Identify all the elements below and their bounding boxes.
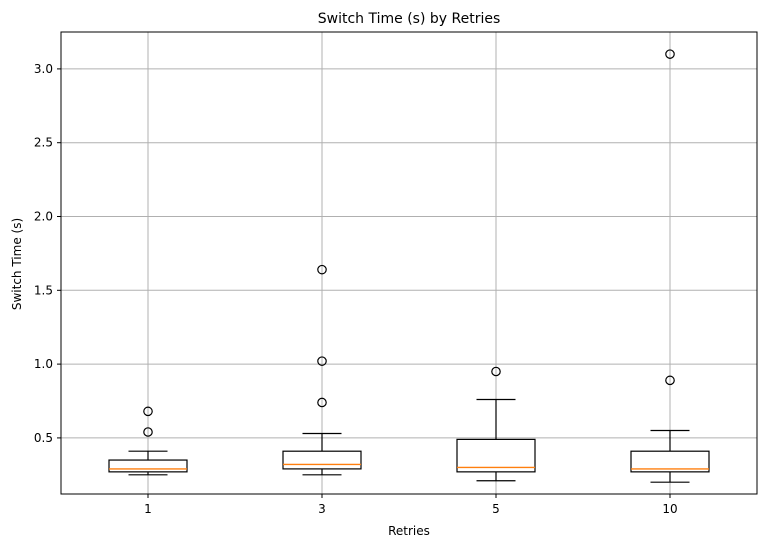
y-tick-label: 0.5 [34, 431, 53, 445]
outlier-point [143, 406, 153, 417]
y-tick-label: 3.0 [34, 62, 53, 76]
x-tick-label: 10 [662, 502, 677, 516]
box-plots [108, 49, 710, 483]
outlier-point [491, 366, 501, 377]
chart-title: Switch Time (s) by Retries [318, 11, 501, 27]
outlier-point [317, 356, 327, 366]
y-axis-label: Switch Time (s) [10, 218, 24, 310]
box-group-1 [108, 406, 188, 476]
x-tick-label: 1 [144, 502, 152, 516]
box-group-5 [456, 366, 536, 482]
y-tick-label: 1.5 [34, 283, 53, 297]
outlier-point [317, 264, 327, 275]
outlier-point [143, 427, 153, 437]
box [282, 450, 362, 470]
outlier-point [665, 49, 675, 59]
grid-lines [61, 32, 757, 494]
box-group-10 [630, 49, 710, 483]
outlier-point [317, 397, 327, 408]
axis-ticks: 1 3 5 10 0.5 1.0 1.5 2.0 2.5 3.0 [34, 62, 678, 516]
box [456, 438, 536, 473]
y-tick-label: 2.5 [34, 136, 53, 150]
x-tick-label: 3 [318, 502, 326, 516]
box-group-3 [282, 264, 362, 476]
y-tick-label: 2.0 [34, 210, 53, 224]
x-axis-label: Retries [388, 524, 430, 538]
box [108, 459, 188, 473]
x-tick-label: 5 [492, 502, 500, 516]
box [630, 450, 710, 473]
plot-frame [60, 31, 758, 495]
outlier-point [665, 375, 675, 386]
y-tick-label: 1.0 [34, 357, 53, 371]
